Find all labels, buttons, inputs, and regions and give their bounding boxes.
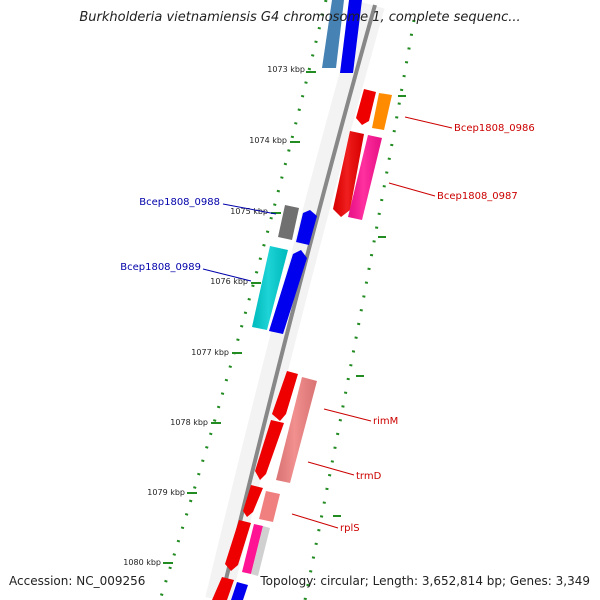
tick-group: 1073 kbp 1074 kbp 1075 kbp 1076 kbp 1077… [123,65,316,567]
gene-feature[interactable] [296,210,317,245]
tick-label: 1074 kbp [249,136,287,145]
tick-label: 1073 kbp [267,65,305,74]
gene-feature[interactable] [243,485,263,517]
gene-feature[interactable] [231,582,248,600]
gene-feature[interactable] [251,526,270,576]
gene-feature[interactable] [259,491,280,522]
tick-label: 1078 kbp [170,418,208,427]
gene-feature[interactable] [255,420,284,480]
inner-dotted-track [158,0,328,600]
gene-feature[interactable] [356,89,376,125]
gene-feature[interactable] [212,577,234,600]
tick-label: 1075 kbp [230,207,268,216]
tick-label: 1080 kbp [123,558,161,567]
outer-track-dashes [333,95,406,517]
gene-feature[interactable] [278,205,299,240]
gene-label-bcep1808-0989[interactable]: Bcep1808_0989 [120,262,201,273]
callout-lines [202,116,453,529]
gene-label-rimm[interactable]: rimM [373,416,398,427]
tick-label: 1079 kbp [147,488,185,497]
gene-feature[interactable] [372,93,392,130]
gene-label-bcep1808-0986[interactable]: Bcep1808_0986 [454,123,535,134]
gene-feature[interactable] [225,520,251,571]
tick-label: 1076 kbp [210,277,248,286]
gene-label-rpls[interactable]: rplS [340,523,360,534]
gene-feature[interactable] [272,371,298,421]
gene-label-trmd[interactable]: trmD [356,471,382,482]
accession-text: Accession: NC_009256 [9,574,146,588]
tick-label: 1077 kbp [191,348,229,357]
backbone-line [219,4,377,600]
gene-feature[interactable] [340,0,362,73]
genome-summary-text: Topology: circular; Length: 3,652,814 bp… [260,574,590,588]
gene-label-bcep1808-0988[interactable]: Bcep1808_0988 [139,197,220,208]
map-title: Burkholderia vietnamiensis G4 chromosome… [79,10,521,25]
gene-label-bcep1808-0987[interactable]: Bcep1808_0987 [437,191,518,202]
gene-feature[interactable] [242,524,263,574]
gene-feature[interactable] [269,250,307,334]
gene-feature[interactable] [322,0,344,68]
outer-dotted-track [303,19,416,600]
gene-shading [252,131,382,483]
